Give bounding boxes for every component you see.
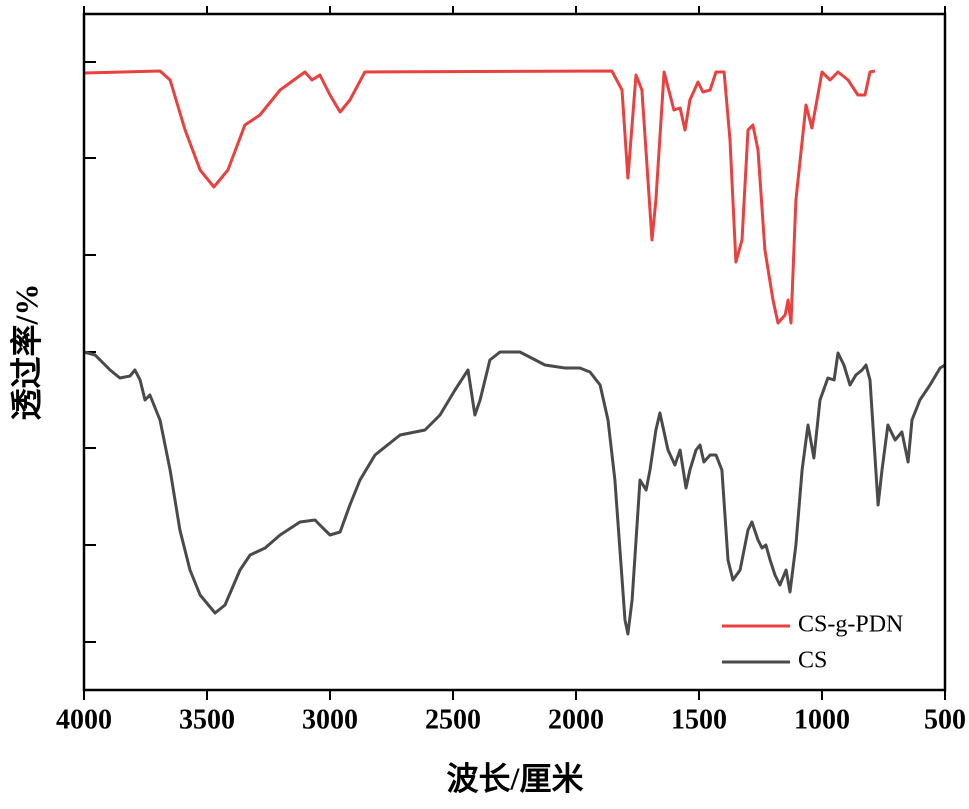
y-axis-label: 透过率/% [8,284,44,421]
legend-label: CS [798,648,827,674]
x-tick-label: 4000 [56,704,112,735]
plot-frame [82,12,947,692]
x-tick-label: 3000 [302,704,358,735]
data-line [83,350,946,636]
legend-label: CS-g-PDN [798,612,903,638]
x-tick-label: 2000 [548,704,604,735]
x-tick-label: 1500 [671,704,727,735]
x-tick-label: 2500 [425,704,481,735]
data-line [83,69,876,325]
x-axis-label: 波长/厘米 [447,760,584,796]
x-tick-label: 3500 [179,704,235,735]
x-tick-label: 1000 [794,704,850,735]
x-tick-label: 500 [924,704,966,735]
